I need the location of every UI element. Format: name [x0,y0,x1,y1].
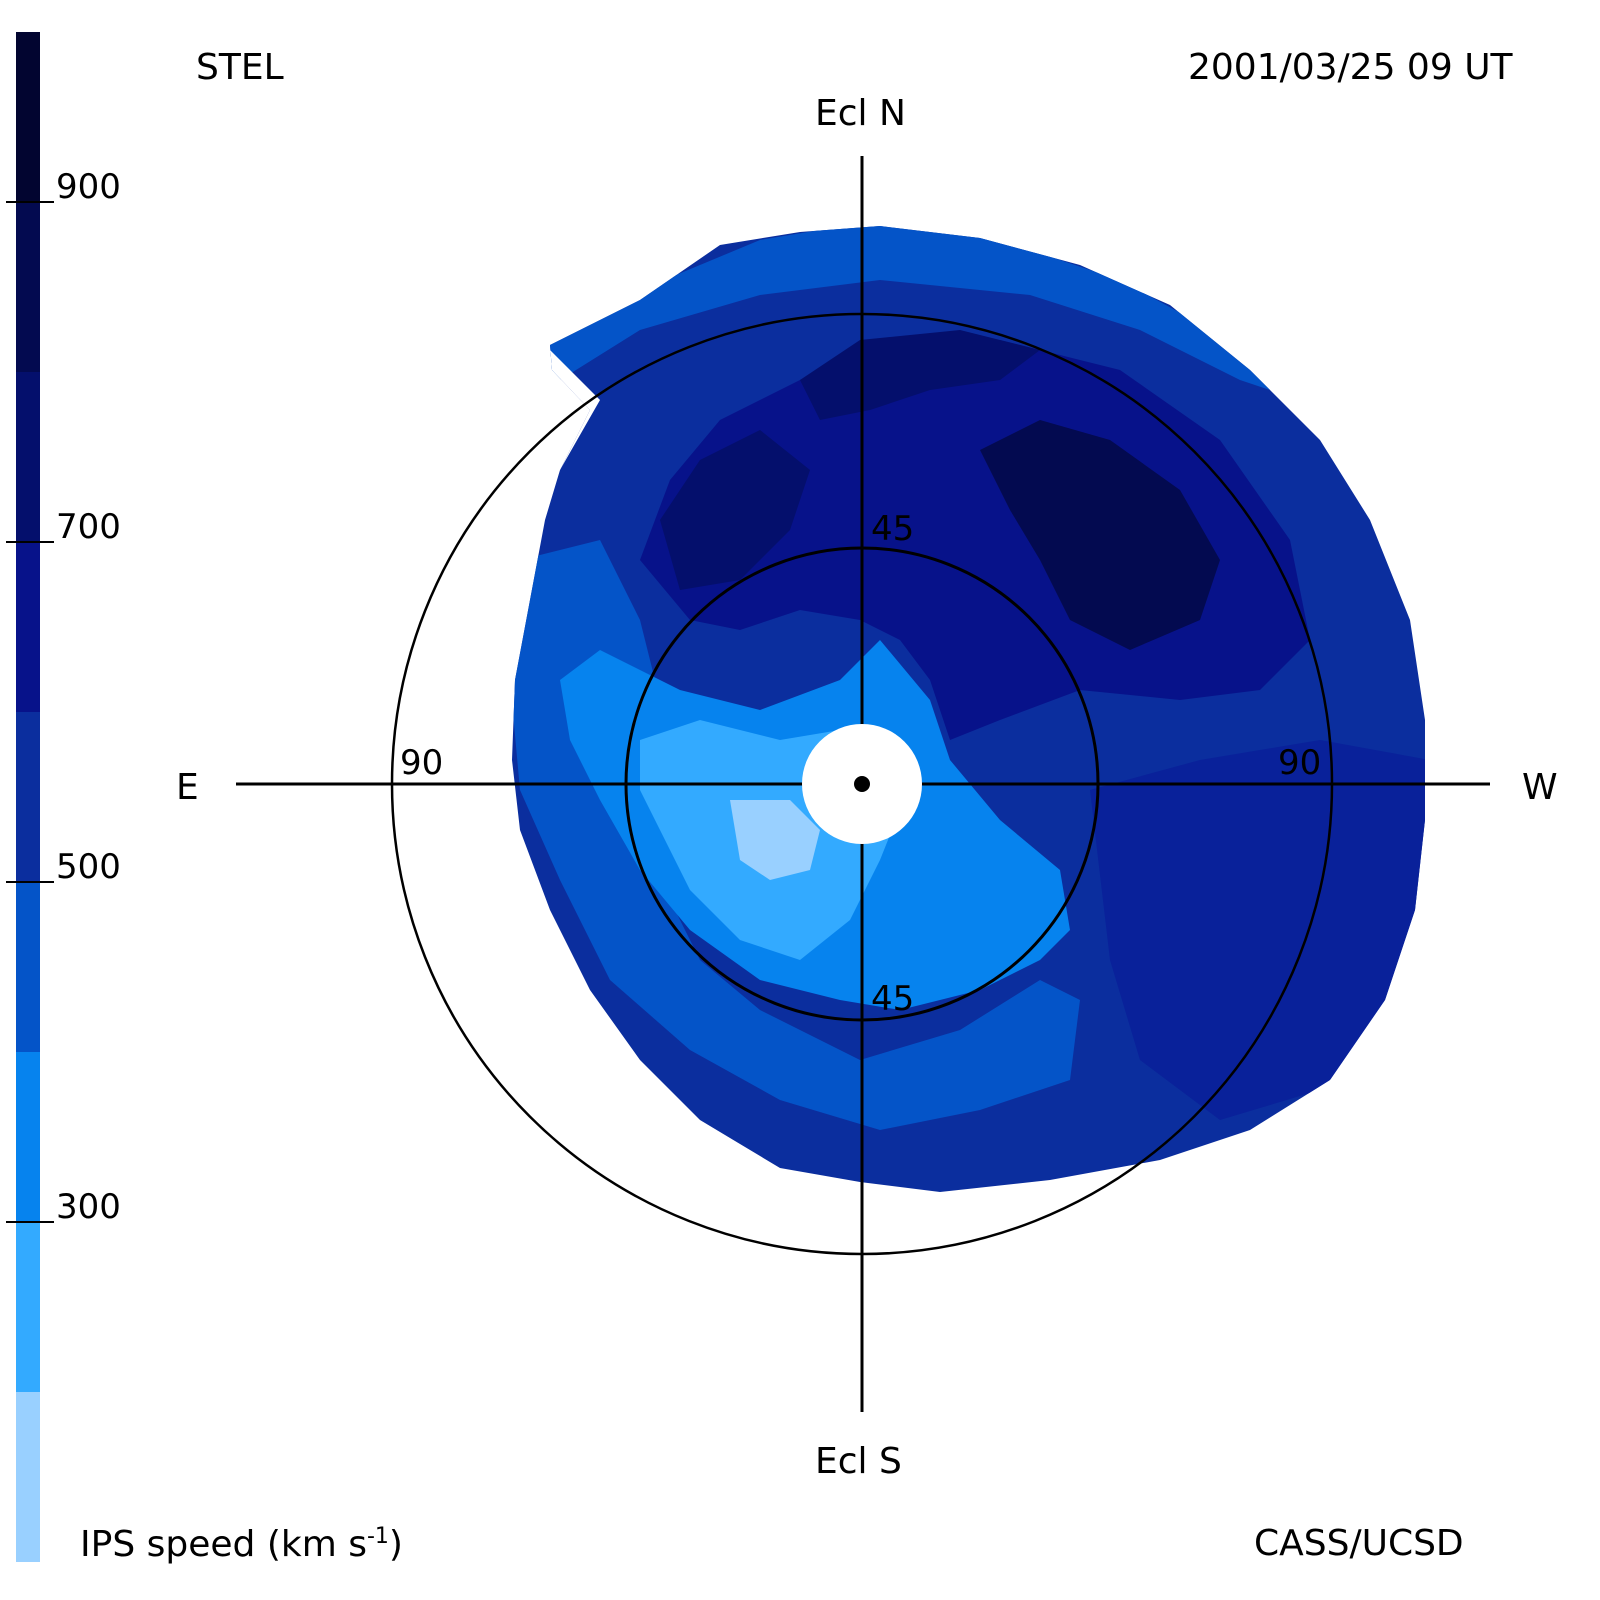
colorbar-tick-label-900: 900 [56,167,121,207]
map-region-800-900 [980,420,1220,650]
station-label: STEL [196,47,284,88]
colorbar-title-close: ) [388,1524,403,1565]
colorbar-band-100-200 [16,1392,40,1562]
datetime-label: 2001/03/25 09 UT [1188,47,1513,88]
colorbar [6,32,54,1562]
compass-south-label: Ecl S [815,1441,902,1482]
colorbar-band-200-300 [16,1222,40,1392]
colorbar-tick-label-300: 300 [56,1187,121,1227]
colorbar-title: IPS speed (km s-1) [80,1526,403,1563]
colorbar-band-300-400 [16,1052,40,1222]
colorbar-band-700-800 [16,372,40,542]
map-outer-rim-light [530,226,1300,400]
colorbar-title-main: IPS speed (km s [80,1524,367,1565]
credit-label: CASS/UCSD [1254,1523,1464,1564]
map-region-north-cap [800,330,1040,420]
colorbar-tick-label-700: 700 [56,507,121,547]
colorbar-band-400-500 [16,882,40,1052]
ring-45-top-label: 45 [871,509,915,549]
map-region-700-800 [660,430,810,590]
speed-map [512,226,1425,1192]
ring-45-bottom-label: 45 [871,979,915,1019]
ring-90-east-label: 90 [400,743,444,783]
ring-90-west-label: 90 [1278,743,1322,783]
colorbar-title-exponent: -1 [366,1524,389,1549]
compass-west-label: W [1522,767,1558,808]
map-region-west-south [1090,740,1425,1120]
colorbar-tick-label-500: 500 [56,847,121,887]
sun-center-marker [854,776,870,792]
colorbar-band-600-700 [16,542,40,712]
colorbar-band-500-600 [16,712,40,882]
colorbar-band-800-900 [16,202,40,372]
compass-north-label: Ecl N [815,93,906,134]
map-region-100-200 [730,800,820,880]
compass-east-label: E [176,767,199,808]
colorbar-band-900-1000 [16,32,40,202]
